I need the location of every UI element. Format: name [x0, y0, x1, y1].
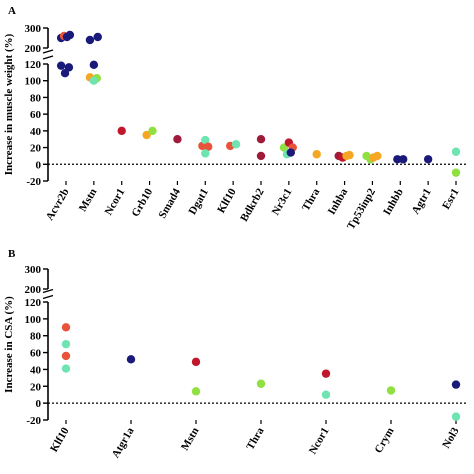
- data-point: [321, 369, 331, 378]
- y-tick-label: 200: [25, 284, 42, 296]
- x-tick-label: Nol3: [440, 425, 462, 450]
- data-point: [345, 150, 354, 160]
- data-point: [312, 150, 321, 159]
- data-point: [256, 135, 266, 144]
- x-tick-label: Ncor1: [307, 426, 332, 457]
- y-tick-label: 120: [25, 297, 42, 309]
- data-point: [61, 364, 71, 373]
- data-point: [321, 390, 331, 399]
- x-tick-label: Mstn: [77, 187, 100, 214]
- data-point: [201, 135, 210, 145]
- y-axis-label: Increase in muscle weight (%): [3, 33, 15, 175]
- x-tick-label: Grb10: [129, 186, 155, 219]
- x-tick-label: Dgat1: [186, 187, 210, 217]
- y-tick-label: 80: [30, 331, 42, 343]
- data-point: [386, 386, 396, 395]
- x-tick-label: Atgr1a: [110, 425, 137, 460]
- data-point: [393, 155, 402, 164]
- y-tick-label: 20: [30, 143, 42, 155]
- panel-label: B: [8, 248, 16, 260]
- x-tick-label: Acvr2b: [44, 187, 72, 223]
- data-point: [173, 135, 182, 144]
- data-point: [93, 32, 102, 42]
- data-point: [231, 140, 241, 149]
- data-point: [191, 387, 201, 396]
- data-point: [142, 130, 151, 140]
- data-point: [117, 126, 126, 136]
- data-point: [61, 339, 71, 349]
- data-point: [451, 168, 461, 177]
- data-point: [256, 151, 266, 161]
- y-tick-label: 100: [25, 76, 42, 88]
- y-tick-label: 40: [30, 364, 42, 376]
- x-tick-label: Esr1: [440, 187, 461, 212]
- data-point: [451, 412, 461, 421]
- axis-break-mark: [42, 55, 54, 60]
- x-tick-label: Thra: [300, 186, 323, 213]
- data-point: [89, 60, 99, 70]
- data-point: [373, 151, 382, 161]
- y-tick-label: 80: [30, 92, 42, 104]
- y-tick-label: 60: [30, 109, 42, 121]
- x-tick-label: Nr3c1: [270, 187, 295, 218]
- y-tick-label: 120: [25, 59, 42, 71]
- y-tick-label: 200: [25, 43, 42, 55]
- data-point: [85, 35, 95, 45]
- data-point: [399, 155, 408, 164]
- x-tick-label: Agtr1: [410, 187, 434, 217]
- x-tick-label: Inhba: [326, 186, 351, 217]
- x-tick-label: Mstn: [179, 426, 202, 453]
- y-tick-label: -20: [26, 415, 41, 427]
- data-point: [61, 351, 71, 361]
- data-point: [201, 149, 210, 158]
- data-point: [451, 147, 461, 156]
- y-tick-label: 100: [25, 314, 42, 326]
- data-point: [423, 155, 433, 164]
- y-tick-label: -20: [26, 176, 41, 188]
- axis-break-mark: [42, 288, 54, 294]
- x-tick-label: Crym: [372, 426, 396, 456]
- data-point: [148, 126, 157, 136]
- panel-label: A: [8, 5, 16, 17]
- x-tick-label: Thra: [244, 425, 267, 452]
- x-tick-label: Inhbb: [381, 187, 406, 218]
- data-point: [256, 379, 266, 388]
- y-tick-label: 60: [30, 348, 42, 360]
- y-tick-label: 0: [36, 398, 42, 410]
- x-tick-label: Klf10: [215, 186, 239, 215]
- x-tick-label: Ncor1: [103, 187, 128, 218]
- x-tick-label: Tp53inp2: [345, 186, 378, 232]
- data-point: [191, 357, 201, 367]
- y-tick-label: 300: [25, 264, 42, 276]
- y-tick-label: 40: [30, 126, 42, 138]
- panel-a: A -20 0 20 40 60 80 100 120 200 300 Increase in mus…: [3, 5, 466, 232]
- y-tick-label: 20: [30, 381, 42, 393]
- data-point: [286, 148, 296, 157]
- y-axis-label: Increase in CSA (%): [3, 296, 15, 393]
- x-tick-label: Bdkrb2: [238, 186, 267, 224]
- data-point: [61, 323, 71, 332]
- data-point: [89, 76, 99, 85]
- data-point: [126, 355, 136, 364]
- y-tick-label: 300: [25, 23, 42, 35]
- data-point: [56, 61, 66, 70]
- axis-break-mark: [42, 49, 54, 54]
- data-point: [451, 380, 461, 389]
- axis-break-mark: [42, 294, 54, 300]
- data-point: [65, 30, 75, 40]
- data-point: [60, 68, 70, 78]
- y-tick-label: 0: [36, 159, 42, 171]
- data-point: [204, 142, 213, 151]
- x-tick-label: Smad4: [156, 186, 183, 220]
- x-tick-label: Klf10: [48, 425, 72, 454]
